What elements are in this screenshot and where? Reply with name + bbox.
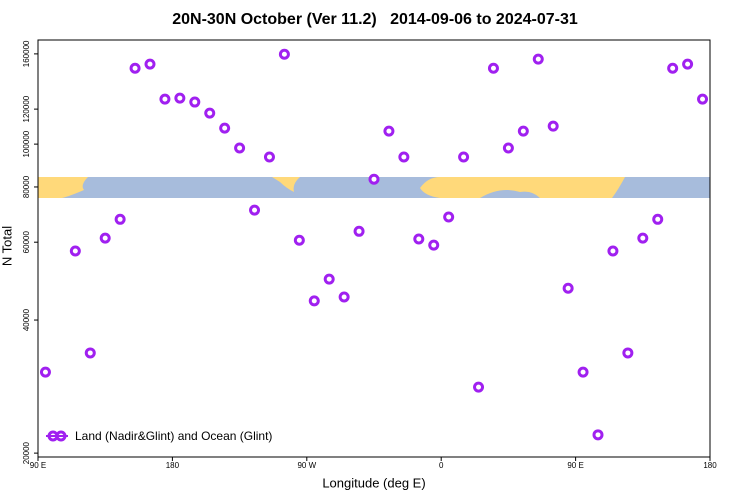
data-point — [577, 366, 589, 378]
data-point — [413, 233, 425, 245]
data-point — [293, 234, 305, 246]
x-tick-label: 180 — [703, 461, 717, 470]
x-tick-label: 0 — [439, 461, 444, 470]
legend-label: Land (Nadir&Glint) and Ocean (Glint) — [75, 429, 272, 443]
data-point — [682, 58, 694, 70]
data-point — [84, 347, 96, 359]
data-point — [562, 282, 574, 294]
data-point — [697, 93, 709, 105]
data-point — [204, 107, 216, 119]
y-tick-label: 80000 — [22, 175, 31, 198]
data-point — [69, 245, 81, 257]
map-strip — [38, 177, 710, 198]
data-point — [637, 232, 649, 244]
x-tick-label: 180 — [166, 461, 180, 470]
data-point — [219, 122, 231, 134]
plot-frame — [37, 39, 711, 458]
data-point — [592, 429, 604, 441]
data-point — [99, 232, 111, 244]
x-axis-title: Longitude (deg E) — [322, 475, 425, 490]
data-point — [39, 366, 51, 378]
y-tick-label: 40000 — [22, 308, 31, 331]
y-tick-label: 100000 — [22, 130, 31, 157]
x-tick-label: 90 E — [567, 461, 583, 470]
data-point — [532, 53, 544, 65]
x-tick-label: 90 W — [297, 461, 316, 470]
data-point — [398, 151, 410, 163]
data-point — [368, 173, 380, 185]
data-point — [174, 92, 186, 104]
data-point — [458, 151, 470, 163]
chart-title: 20N-30N October (Ver 11.2) 2014-09-06 to… — [172, 11, 578, 28]
data-point — [263, 151, 275, 163]
y-axis-title: N Total — [0, 226, 14, 266]
data-point — [114, 213, 126, 225]
data-point — [308, 295, 320, 307]
data-point — [473, 381, 485, 393]
data-point — [189, 96, 201, 108]
y-tick-label: 60000 — [22, 231, 31, 254]
data-point — [249, 204, 261, 216]
data-point — [323, 273, 335, 285]
data-point — [622, 347, 634, 359]
data-point — [517, 125, 529, 137]
data-point — [652, 213, 664, 225]
data-point — [502, 142, 514, 154]
data-point — [338, 291, 350, 303]
data-point — [428, 239, 440, 251]
data-point — [487, 62, 499, 74]
y-tick-label: 160000 — [22, 40, 31, 67]
data-point — [547, 120, 559, 132]
y-tick-label: 20000 — [22, 441, 31, 464]
y-tick-label: 120000 — [22, 95, 31, 122]
x-tick-label: 90 E — [30, 461, 46, 470]
data-point — [159, 93, 171, 105]
data-point — [234, 142, 246, 154]
data-point — [144, 58, 156, 70]
data-point — [667, 62, 679, 74]
data-point — [278, 48, 290, 60]
data-point — [129, 62, 141, 74]
data-point — [383, 125, 395, 137]
data-point — [607, 245, 619, 257]
data-point — [443, 211, 455, 223]
data-point — [353, 225, 365, 237]
